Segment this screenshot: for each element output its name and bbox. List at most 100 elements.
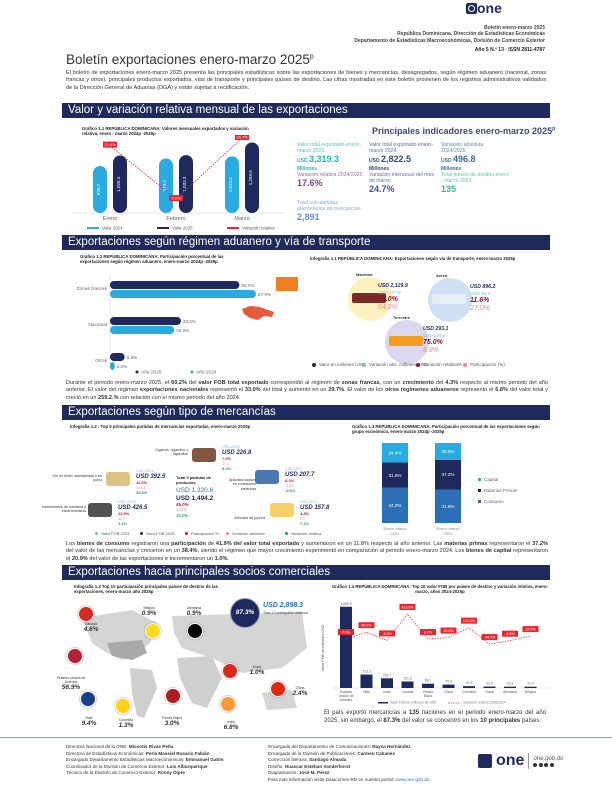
emphasis-text: 10 principales: [480, 717, 521, 724]
indicator-card: Variación absoluta 2024/2025 USD 496.8 Mil…: [441, 142, 509, 172]
emphasis-text: otros regímenes aduaneros: [384, 387, 459, 394]
bar-value-label: 60.2%: [241, 283, 254, 288]
bar: [401, 681, 414, 688]
issue-number: Año 5 N.º 13 · ISSN 2811-4787: [474, 47, 545, 53]
bar-value-label: 99.1: [425, 679, 432, 683]
credit-line: Diagramación: José M. Pérez: [268, 770, 330, 776]
legend-label: Valor FOB en millones de USD: [390, 701, 437, 705]
legend-item: Valor FOB 2025: [140, 531, 174, 536]
category-label: Unidos de: [339, 694, 354, 698]
variation-label-bg: [522, 626, 539, 633]
website-link[interactable]: one.gob.do: [533, 755, 564, 762]
transport-share: 64.2%: [378, 304, 398, 312]
text-run: representaron el: [66, 548, 548, 562]
text-run: El país exportó mercancías a: [324, 710, 410, 716]
indicator-label: Total países de destino enero - marzo 20…: [441, 172, 509, 184]
bar: [483, 686, 496, 688]
legend-label: Variación relativa%: [423, 362, 462, 367]
text-run: y aumentaron en un 11.8% respecto al año…: [299, 541, 445, 547]
legend-label: Valor en millones USD: [319, 362, 365, 367]
variation-line: [109, 137, 243, 200]
country-label: Alemania 0.9%: [177, 606, 211, 617]
footer-divider: [0, 737, 612, 738]
variation-label-bg: [379, 630, 395, 637]
total-share: 87.3%: [235, 609, 255, 616]
stacked-segment-materias-primas: [382, 462, 408, 488]
portal-link[interactable]: www.one.gob.do: [395, 776, 430, 782]
socios-paragraph: El país exportó mercancías a 135 nacione…: [324, 710, 546, 725]
text-run: Durante el periodo enero-marzo 2025, el: [66, 380, 172, 386]
world-map-shapes: [82, 610, 307, 718]
one-logo: one: [466, 1, 502, 15]
legend-label: Consumo: [484, 499, 504, 504]
bar: [524, 686, 537, 688]
text-run: del valor se concentró en los: [400, 717, 481, 724]
legend-label: Capital: [484, 477, 498, 482]
emphasis-text: 20.9%: [71, 555, 88, 562]
country-label: Países Bajos 3.0%: [155, 716, 189, 727]
credit-line: Directora Nacional de la ONE: Miosotis R…: [66, 744, 174, 749]
category-label: Bélgica: [525, 690, 536, 694]
social-icon[interactable]: [533, 762, 538, 767]
text-run: , siendo el régimen que mayor crecimient…: [197, 548, 467, 555]
bar-2024: [110, 362, 115, 370]
value-2024: USD 157.1: [300, 500, 318, 504]
social-icon[interactable]: [549, 762, 554, 767]
category-label: Alemania: [503, 690, 517, 694]
social-icon[interactable]: [544, 762, 549, 767]
country-label: China 2.4%: [288, 686, 312, 697]
category-label: 2025: [444, 531, 454, 536]
country-name: Alemania: [186, 606, 202, 610]
legend-swatch: [95, 532, 98, 535]
legend-swatch: [226, 532, 229, 535]
legend-item: Participación %: [185, 531, 219, 536]
country-share: 4.6%: [83, 626, 99, 633]
variation-label: -3.2%: [382, 632, 392, 636]
emphasis-text: 38.4%: [181, 548, 198, 555]
bar-value-label: 43.1: [466, 681, 473, 685]
text-run: del valor de las mercancías y crecieron …: [66, 548, 182, 555]
section-heading: Valor y variación relativa mensual de la…: [62, 103, 550, 118]
legend-swatch: [362, 362, 366, 367]
bar: [360, 674, 373, 688]
bar: [463, 686, 475, 688]
regimen-paragraph: Durante el periodo enero-marzo 2025, el …: [66, 380, 548, 402]
segment-label: 20.9%: [441, 449, 454, 454]
south-america-shape: [130, 668, 157, 718]
legend-swatch: [135, 370, 139, 374]
bar-value-label: 1,259.6: [248, 170, 253, 186]
variation-label: 8.2%: [424, 631, 433, 635]
indicator-label: Valor total exportado enero-marzo 2025: [297, 142, 361, 154]
legend-swatch: [378, 702, 388, 704]
legend-swatch: [185, 532, 188, 535]
share: 7.3%: [222, 456, 232, 461]
variation-label-bg: [461, 617, 477, 624]
social-icons: [533, 762, 563, 767]
bar-value-label: 1,010.4: [228, 177, 233, 193]
indicator-unit: Millones: [297, 166, 318, 172]
country-share: 1.0%: [249, 669, 265, 676]
credit-line: Directora de Estadísticas Económicas: Pe…: [66, 750, 210, 756]
text-run: representaron el: [487, 541, 533, 547]
social-icon[interactable]: [538, 762, 543, 767]
bar-2025: [245, 142, 259, 213]
indicator-card: Valor total exportado enero-marzo 2025 US…: [297, 142, 365, 172]
stacked-segment-capital: [435, 443, 461, 460]
credit-line: Para más información visite Datacomex-RD…: [268, 776, 430, 782]
text-run: Los: [66, 541, 77, 547]
product-name: Cigarros, cigarritos y cigarrillos: [155, 448, 188, 457]
factory-icon: [276, 277, 298, 291]
bar-value-label: 838.7: [96, 183, 101, 195]
variation-label-bg: [235, 135, 249, 140]
value-2025: USD 207.7: [285, 471, 315, 478]
page-title: Boletín exportaciones enero-marzo 2025p: [66, 52, 314, 67]
category-label: Canadá: [402, 690, 414, 694]
bar-2024: [110, 326, 175, 334]
category-label: China: [444, 690, 453, 694]
country-label: Bélgica 0.9%: [132, 606, 166, 617]
colombia-flag-icon: [115, 698, 131, 714]
header-lines: Boletín enero-marzo 2025 República Domin…: [354, 25, 545, 44]
text-run: representó el: [208, 387, 245, 394]
indicators-title: Principales indicadores enero-marzo 2025…: [372, 126, 556, 136]
text-run: del: [433, 380, 446, 386]
